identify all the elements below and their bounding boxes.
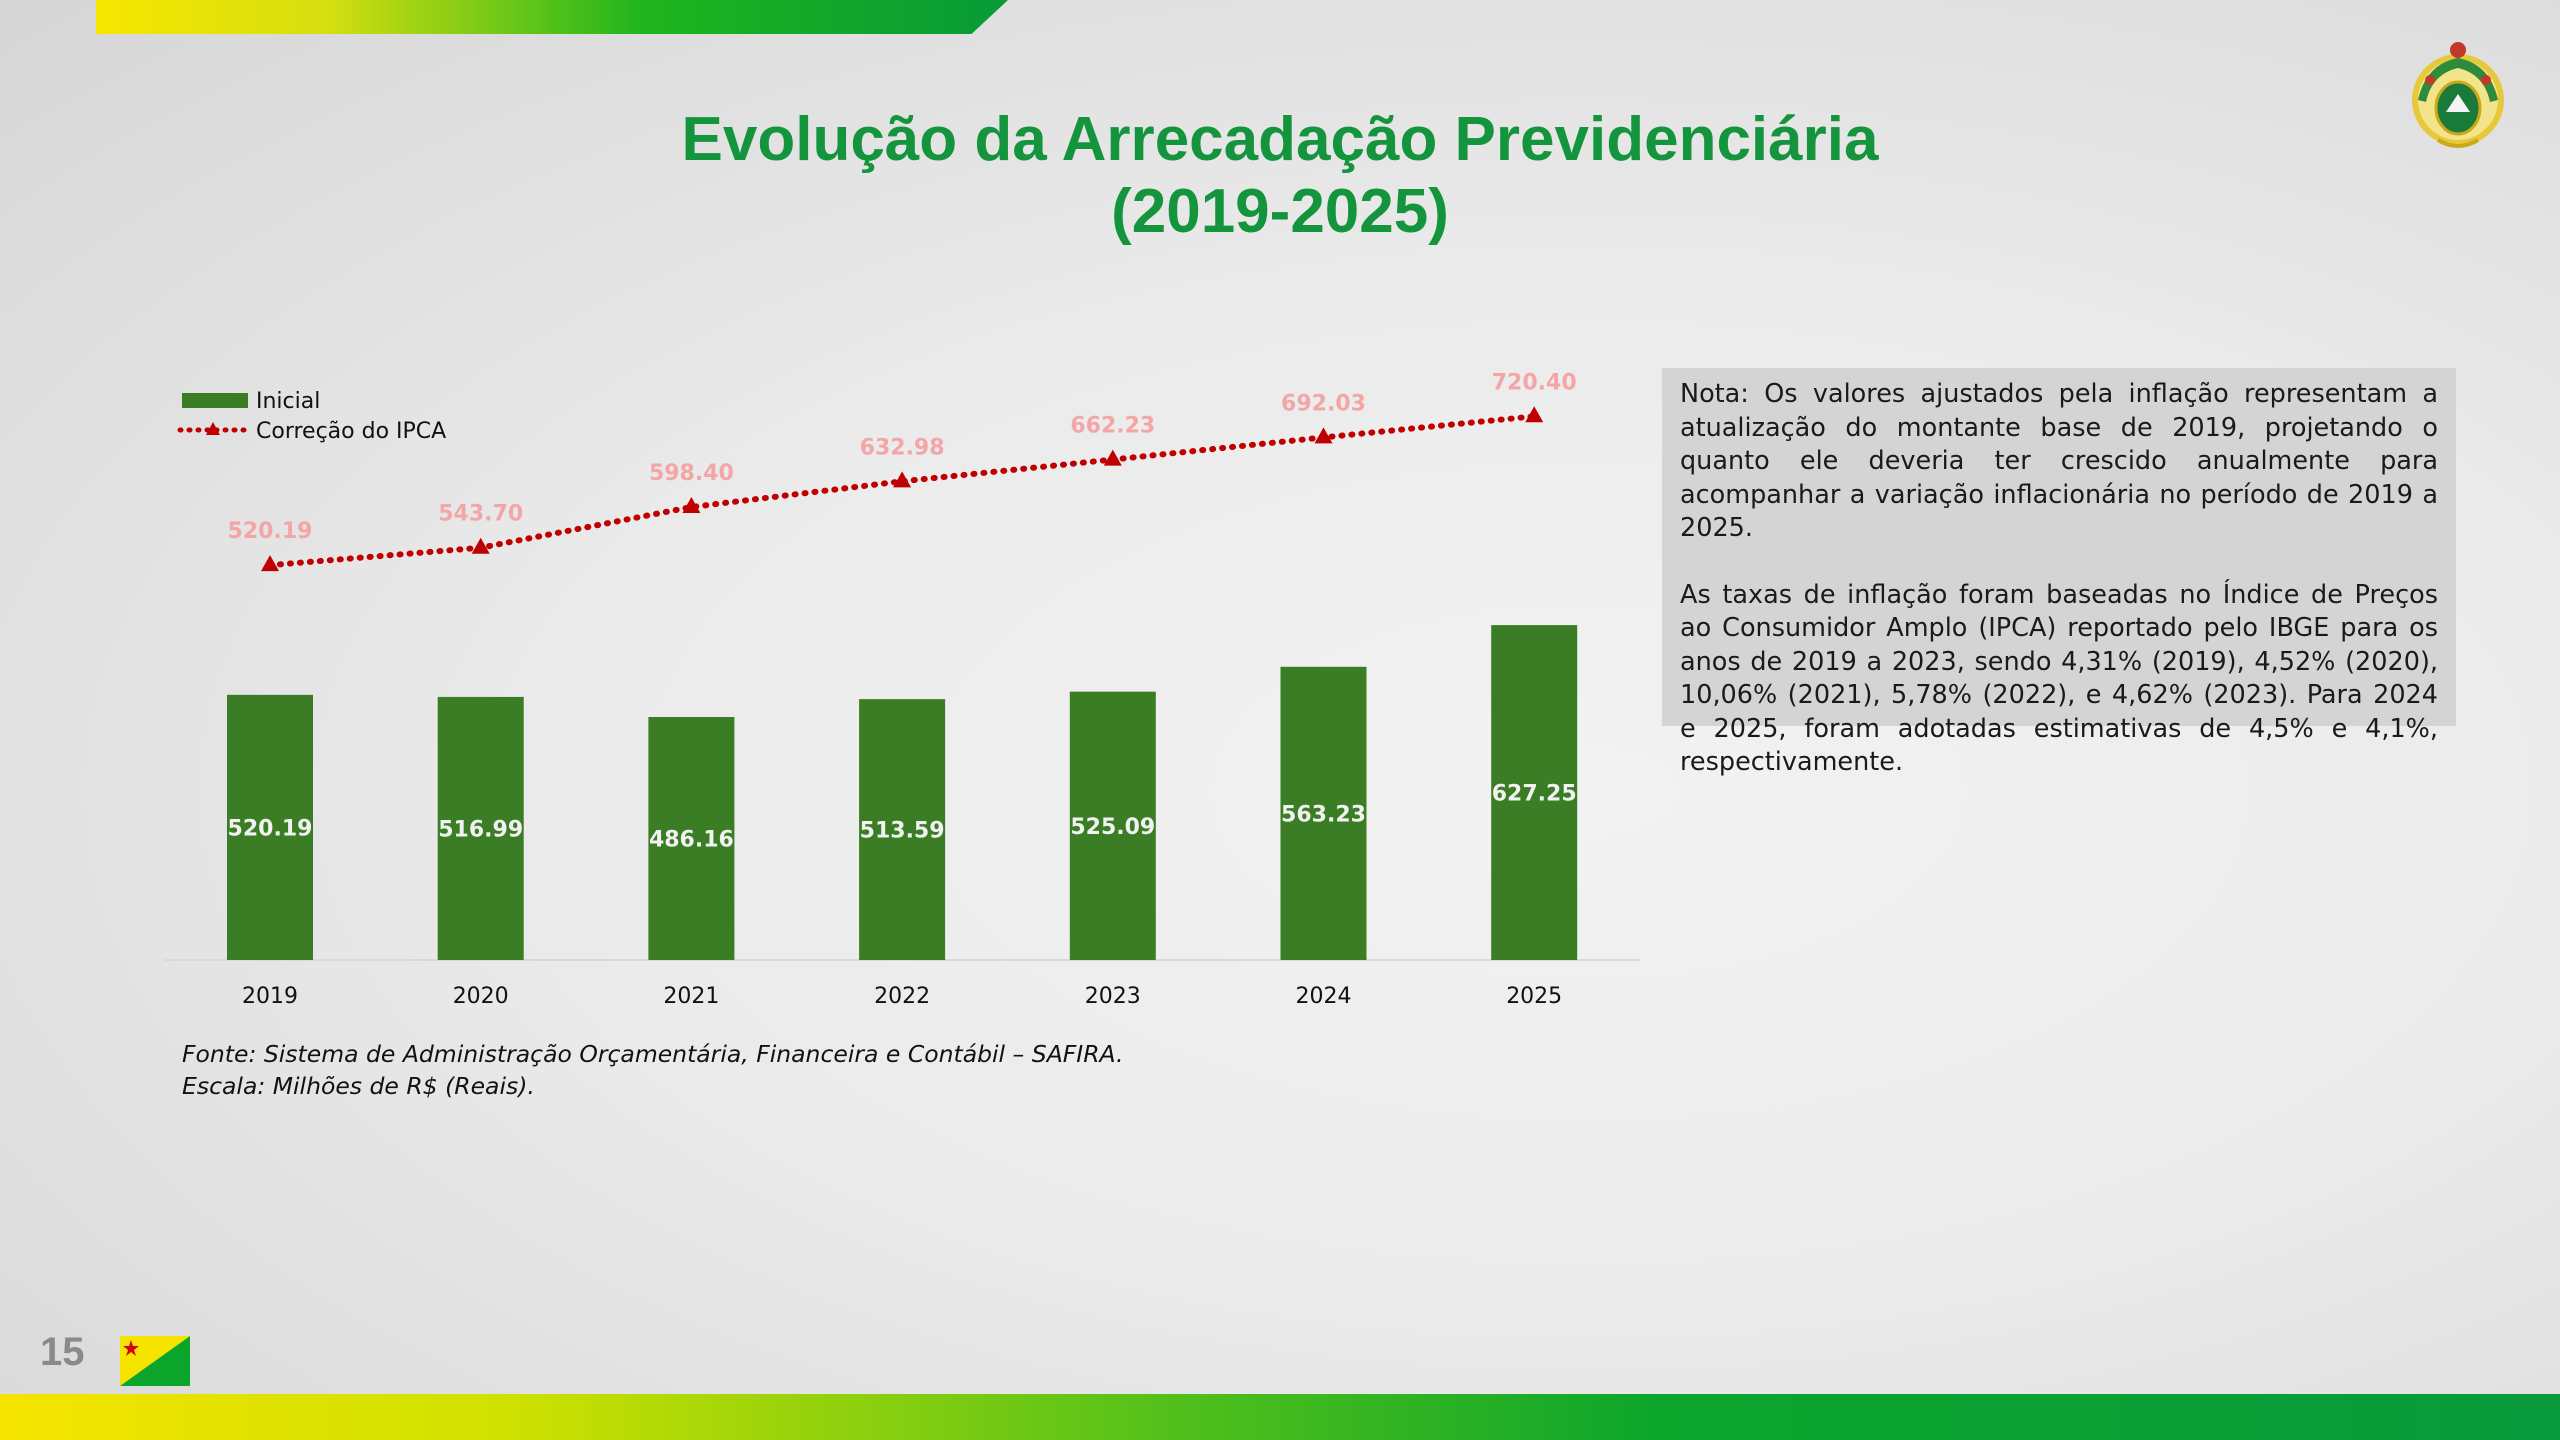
legend-swatch-inicial xyxy=(182,393,248,408)
note-box: Nota: Os valores ajustados pela inflação… xyxy=(1662,368,2456,777)
bar-2021 xyxy=(648,716,735,960)
source-note: Fonte: Sistema de Administração Orçament… xyxy=(182,1038,1124,1102)
x-tick-label-2024: 2024 xyxy=(1296,984,1352,1009)
bar-2024 xyxy=(1280,666,1367,960)
bottom-decorative-bar xyxy=(0,1394,2560,1440)
x-tick-label-2021: 2021 xyxy=(663,984,719,1009)
title-line-2: (2019-2025) xyxy=(1111,177,1449,246)
ipca-value-label-2024: 692.03 xyxy=(1281,391,1366,416)
bar-2025 xyxy=(1491,625,1578,960)
legend-label-ipca: Correção do IPCA xyxy=(256,419,446,444)
legend-label-inicial: Inicial xyxy=(256,389,320,414)
ipca-value-label-2019: 520.19 xyxy=(228,519,313,544)
note-paragraph-1: Nota: Os valores ajustados pela inflação… xyxy=(1680,379,2438,543)
x-tick-label-2019: 2019 xyxy=(242,984,298,1009)
x-tick-label-2020: 2020 xyxy=(453,984,509,1009)
legend-marker-ipca xyxy=(206,422,220,435)
ipca-marker-2022 xyxy=(893,471,912,488)
bar-2022 xyxy=(859,699,946,960)
note-paragraph-2: As taxas de inflação foram baseadas no Í… xyxy=(1680,579,2438,778)
bar-value-label-2022: 513.59 xyxy=(860,819,945,844)
chart-area: Inicial Correção do IPCA 520.19 2019 520.1… xyxy=(164,370,1640,1009)
page-title: Evolução da Arrecadação Previdenciária (… xyxy=(0,104,2560,248)
ipca-marker-2021 xyxy=(682,497,701,514)
page-number: 15 xyxy=(40,1330,85,1374)
ipca-marker-2025 xyxy=(1525,406,1544,423)
ipca-value-label-2023: 662.23 xyxy=(1070,414,1155,439)
ipca-marker-2023 xyxy=(1103,449,1122,466)
ipca-value-label-2020: 543.70 xyxy=(438,502,523,527)
ipca-value-label-2025: 720.40 xyxy=(1492,370,1577,395)
ipca-marker-2024 xyxy=(1314,427,1333,444)
bar-value-label-2025: 627.25 xyxy=(1492,782,1577,807)
ipca-marker-2020 xyxy=(471,537,490,554)
source-line-2: Escala: Milhões de R$ (Reais). xyxy=(182,1072,535,1100)
source-line-1: Fonte: Sistema de Administração Orçament… xyxy=(182,1040,1124,1068)
ipca-value-label-2021: 598.40 xyxy=(649,461,734,486)
bar-value-label-2024: 563.23 xyxy=(1281,802,1366,827)
top-decorative-bar xyxy=(96,0,1008,34)
ipca-marker-2019 xyxy=(261,555,279,572)
state-flag-icon xyxy=(120,1336,190,1386)
bar-value-label-2019: 520.19 xyxy=(228,816,313,841)
bar-value-label-2023: 525.09 xyxy=(1070,815,1155,840)
bar-2020 xyxy=(437,696,524,960)
state-coat-of-arms-icon xyxy=(2412,42,2504,148)
x-tick-label-2023: 2023 xyxy=(1085,984,1141,1009)
x-tick-label-2022: 2022 xyxy=(874,984,930,1009)
bar-2023 xyxy=(1069,691,1156,960)
title-line-1: Evolução da Arrecadação Previdenciária xyxy=(681,105,1879,174)
x-tick-label-2025: 2025 xyxy=(1506,984,1562,1009)
bar-value-label-2021: 486.16 xyxy=(649,827,734,852)
bar-2019 xyxy=(227,694,313,960)
bar-value-label-2020: 516.99 xyxy=(438,817,523,842)
ipca-value-label-2022: 632.98 xyxy=(860,435,945,460)
